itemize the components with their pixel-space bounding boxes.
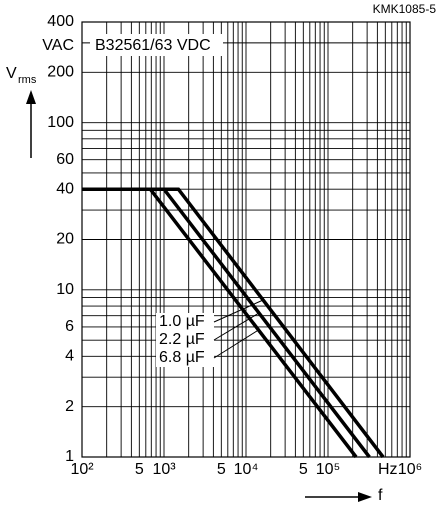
- x-label: f: [378, 487, 383, 504]
- figure-code: KMK1085-5: [373, 2, 437, 16]
- legend-leader: [213, 329, 259, 359]
- plot-frame: [81, 21, 411, 458]
- y-tick-label: 40: [56, 180, 74, 197]
- legend-label: 1.0 µF: [159, 313, 205, 330]
- series-line: [82, 187, 358, 459]
- x-tick-label: 10⁶: [398, 461, 422, 478]
- legend-label: 6.8 µF: [159, 349, 205, 366]
- y-tick-label: 60: [56, 151, 74, 168]
- y-tick-label: 6: [65, 318, 74, 335]
- legend-leader: [213, 312, 260, 341]
- legend-bg: [156, 313, 214, 331]
- x-tick-label: 5: [135, 461, 144, 478]
- x-tick-label: 10²: [70, 461, 94, 478]
- x-tick-label: 10⁴: [234, 461, 259, 478]
- x-tick-label: 5: [299, 461, 308, 478]
- legend-label: 2.2 µF: [159, 331, 205, 348]
- y-tick-label: 200: [47, 64, 74, 81]
- x-arrow-head: [358, 492, 372, 502]
- y-tick-label: 1: [65, 448, 74, 465]
- legend-bg: [156, 349, 214, 367]
- x-tick-label: 10³: [152, 461, 176, 478]
- chart-title: B32561/63 VDC: [95, 37, 211, 54]
- y-unit: VAC: [42, 37, 74, 54]
- y-arrow-head: [26, 90, 36, 104]
- y-tick-label: 4: [65, 348, 74, 365]
- x-tick-label: 10⁵: [316, 461, 340, 478]
- y-tick-label: 100: [47, 114, 74, 131]
- y-tick-label: 2: [65, 398, 74, 415]
- title-box: [90, 34, 223, 56]
- x-tick-label: 5: [217, 461, 226, 478]
- legend-bg: [156, 331, 214, 349]
- y-tick-label: 20: [56, 231, 74, 248]
- y-label-sub: rms: [18, 74, 37, 86]
- x-unit: Hz: [378, 461, 398, 478]
- legend-leader: [213, 299, 264, 323]
- y-label: V: [6, 65, 17, 82]
- y-tick-label: 10: [56, 281, 74, 298]
- y-tick-label: 400: [47, 13, 74, 30]
